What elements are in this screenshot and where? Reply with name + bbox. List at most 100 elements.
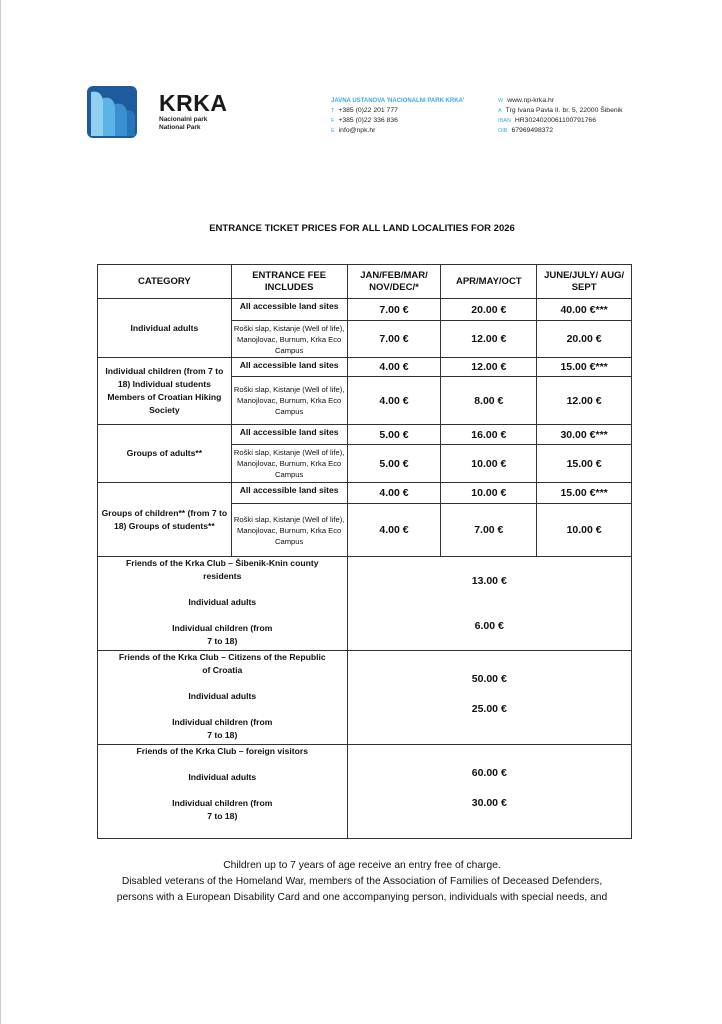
label: F <box>331 118 335 124</box>
table-row: Roški slap, Kistanje (Well of life), Man… <box>98 376 632 425</box>
table-row: Roški slap, Kistanje (Well of life), Man… <box>98 503 632 557</box>
price-cell: 15.00 €*** <box>536 482 632 504</box>
friends-price-cell: 60.00 € 30.00 € <box>346 744 633 839</box>
institution-name: JAVNA USTANOVA 'NACIONALNI PARK KRKA' <box>331 98 465 104</box>
email-link[interactable]: info@npk.hr <box>338 127 376 134</box>
adults-label: Individual adults <box>188 691 257 701</box>
price-cell: 7.00 € <box>346 298 442 321</box>
column-header: CATEGORY <box>97 264 232 299</box>
friends-row: Friends of the Krka Club – foreign visit… <box>97 744 633 839</box>
value: +385 (0)22 336 836 <box>338 117 398 124</box>
price-table: CATEGORY ENTRANCE FEE INCLUDES JAN/FEB/M… <box>97 264 633 839</box>
category-cell: Groups of adults** <box>97 424 232 483</box>
friends-title: Friends of the Krka Club – Šibenik-Knin … <box>126 558 319 581</box>
price-cell: 12.00 € <box>440 357 538 377</box>
price-cell: 40.00 €*** <box>536 298 632 321</box>
children-label: Individual children (from 7 to 18) <box>172 717 273 740</box>
contact-address: A Trg Ivana Pavla II. br. 5, 22000 Šibeni… <box>498 106 623 116</box>
adult-price: 13.00 € <box>471 575 507 587</box>
price-cell: 12.00 € <box>536 376 632 425</box>
table-row: Groups of adults** All accessible land si… <box>97 424 632 483</box>
price-cell: 4.00 € <box>346 376 442 425</box>
children-label: Individual children (from 7 to 18) <box>172 798 273 821</box>
footer-line: Disabled veterans of the Homeland War, m… <box>121 876 603 887</box>
child-price: 30.00 € <box>471 797 507 809</box>
includes-cell: All accessible land sites <box>230 482 348 504</box>
friends-row: Friends of the Krka Club – Šibenik-Knin … <box>97 556 633 651</box>
includes-cell: Roški slap, Kistanje (Well of life), Man… <box>230 320 348 358</box>
table-row: Roški slap, Kistanje (Well of life), Man… <box>98 444 632 483</box>
price-cell: 10.00 € <box>536 503 632 557</box>
price-cell: 30.00 €*** <box>536 424 632 445</box>
price-cell: 12.00 € <box>440 320 538 358</box>
adults-label: Individual adults <box>188 772 257 782</box>
child-price: 25.00 € <box>471 703 507 715</box>
category-cell: Groups of children** (from 7 to 18) Grou… <box>97 482 232 557</box>
includes-cell: All accessible land sites <box>230 357 348 377</box>
price-cell: 20.00 € <box>440 298 538 321</box>
brand-sub-line: Nacionalni park <box>159 116 208 123</box>
child-price: 6.00 € <box>474 620 504 632</box>
value: HR3024020061100791766 <box>514 117 596 124</box>
footer-line: Children up to 7 years of age receive an… <box>223 860 501 871</box>
label: A <box>498 108 502 114</box>
table-row: Groups of children** (from 7 to 18) Grou… <box>97 482 632 557</box>
column-header: JAN/FEB/MAR/ NOV/DEC/* <box>346 264 442 299</box>
price-cell: 8.00 € <box>440 376 538 425</box>
friends-title: Friends of the Krka Club – Citizens of t… <box>118 652 326 675</box>
price-cell: 10.00 € <box>440 482 538 504</box>
table-row: Individual adults All accessible land sit… <box>97 298 632 358</box>
price-cell: 5.00 € <box>346 424 442 445</box>
friends-price-cell: 50.00 € 25.00 € <box>346 650 633 745</box>
value: +385 (0)22 201 777 <box>338 107 398 114</box>
table-header-row: CATEGORY ENTRANCE FEE INCLUDES JAN/FEB/M… <box>97 264 632 299</box>
friends-title: Friends of the Krka Club – foreign visit… <box>136 746 308 756</box>
includes-cell: Roški slap, Kistanje (Well of life), Man… <box>230 376 348 425</box>
contact-phone: T +385 (0)22 201 777 <box>331 106 464 116</box>
contact-left: JAVNA USTANOVA 'NACIONALNI PARK KRKA' T +… <box>331 96 464 136</box>
document-title: ENTRANCE TICKET PRICES FOR ALL LAND LOCA… <box>209 223 515 234</box>
krka-logo <box>87 86 137 138</box>
includes-cell: All accessible land sites <box>230 298 348 321</box>
friends-row: Friends of the Krka Club – Citizens of t… <box>97 650 633 745</box>
price-cell: 15.00 € <box>536 444 632 483</box>
price-cell: 15.00 €*** <box>536 357 632 377</box>
website-link[interactable]: www.np-krka.hr <box>507 97 555 104</box>
value: 67969498372 <box>511 127 554 134</box>
adult-price: 50.00 € <box>471 673 507 685</box>
column-header: APR/MAY/OCT <box>440 264 538 299</box>
adults-label: Individual adults <box>188 597 257 607</box>
label: E <box>331 128 335 134</box>
price-cell: 5.00 € <box>346 444 442 483</box>
price-cell: 7.00 € <box>440 503 538 557</box>
includes-cell: Roški slap, Kistanje (Well of life), Man… <box>230 503 348 557</box>
category-cell: Individual adults <box>97 298 232 358</box>
children-label: Individual children (from 7 to 18) <box>172 623 273 646</box>
label: OIB <box>498 128 508 134</box>
includes-cell: All accessible land sites <box>230 424 348 445</box>
includes-cell: Roški slap, Kistanje (Well of life), Man… <box>230 444 348 483</box>
friends-price-cell: 13.00 € 6.00 € <box>346 556 633 651</box>
column-header: ENTRANCE FEE INCLUDES <box>230 264 348 299</box>
category-cell: Individual children (from 7 to 18) Indiv… <box>97 357 232 425</box>
contact-oib: OIB 67969498372 <box>498 126 623 136</box>
label: IBAN <box>498 118 511 124</box>
price-cell: 4.00 € <box>346 357 442 377</box>
label: W <box>498 98 504 104</box>
column-header: JUNE/JULY/ AUG/ SEPT <box>536 264 632 299</box>
price-cell: 10.00 € <box>440 444 538 483</box>
price-cell: 4.00 € <box>346 503 442 557</box>
footer-notes: Children up to 7 years of age receive an… <box>1 858 722 906</box>
friends-category-cell: Friends of the Krka Club – Citizens of t… <box>97 650 348 745</box>
footer-line: persons with a European Disability Card … <box>116 892 608 903</box>
friends-category-cell: Friends of the Krka Club – Šibenik-Knin … <box>97 556 348 651</box>
friends-category-cell: Friends of the Krka Club – foreign visit… <box>97 744 348 839</box>
table-row: Individual children (from 7 to 18) Indiv… <box>97 357 632 425</box>
price-cell: 7.00 € <box>346 320 442 358</box>
brand-sub-line: National Park <box>159 124 201 131</box>
price-cell: 20.00 € <box>536 320 632 358</box>
price-cell: 16.00 € <box>440 424 538 445</box>
